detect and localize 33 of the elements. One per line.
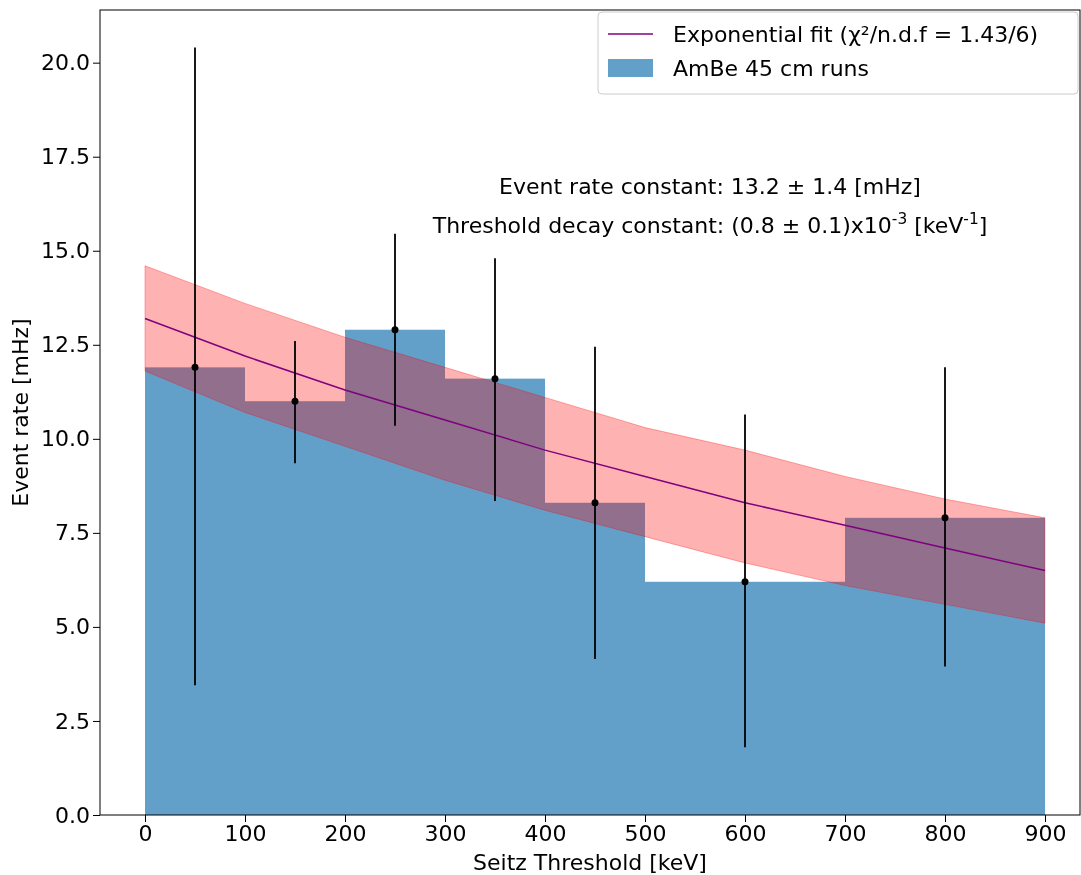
- y-tick-label: 17.5: [41, 144, 90, 170]
- y-tick-label: 0.0: [55, 802, 90, 828]
- legend-label: Exponential fit (χ²/n.d.f = 1.43/6): [673, 22, 1039, 47]
- y-tick-label: 7.5: [55, 520, 90, 546]
- point: [391, 326, 399, 334]
- x-tick-label: 100: [224, 820, 267, 846]
- line-series: [144, 317, 1046, 572]
- y-tick-label: 2.5: [55, 708, 90, 734]
- x-tick-label: 200: [324, 820, 367, 846]
- y-axis-title: Event rate [mHz]: [8, 318, 33, 507]
- x-tick-label: 500: [624, 820, 667, 846]
- point: [191, 363, 199, 371]
- y-tick-label: 20.0: [41, 50, 90, 76]
- y-tick-label: 12.5: [41, 332, 90, 358]
- y-tick-label: 5.0: [55, 614, 90, 640]
- point: [291, 397, 299, 405]
- annotation: Threshold decay constant: (0.8 ± 0.1)x10$^{-3}$ [keV$^{-1}$]: [431, 209, 988, 238]
- point: [941, 514, 949, 522]
- x-tick-label: 900: [1024, 820, 1067, 846]
- legend-label: AmBe 45 cm runs: [673, 56, 870, 81]
- x-tick-label: 400: [524, 820, 567, 846]
- x-tick-label: 0: [138, 820, 153, 846]
- y-tick-label: 15.0: [41, 238, 90, 264]
- x-tick-label: 800: [924, 820, 967, 846]
- x-axis-title: Seitz Threshold [keV]: [473, 850, 707, 875]
- x-tick-label: 600: [724, 820, 767, 846]
- point: [491, 375, 499, 383]
- y-tick-label: 10.0: [41, 426, 90, 452]
- point: [741, 578, 749, 586]
- point: [591, 499, 599, 507]
- annotation: Event rate constant: 13.2 ± 1.4 [mHz]: [499, 173, 921, 199]
- x-tick-label: 300: [424, 820, 467, 846]
- x-tick-label: 700: [824, 820, 867, 846]
